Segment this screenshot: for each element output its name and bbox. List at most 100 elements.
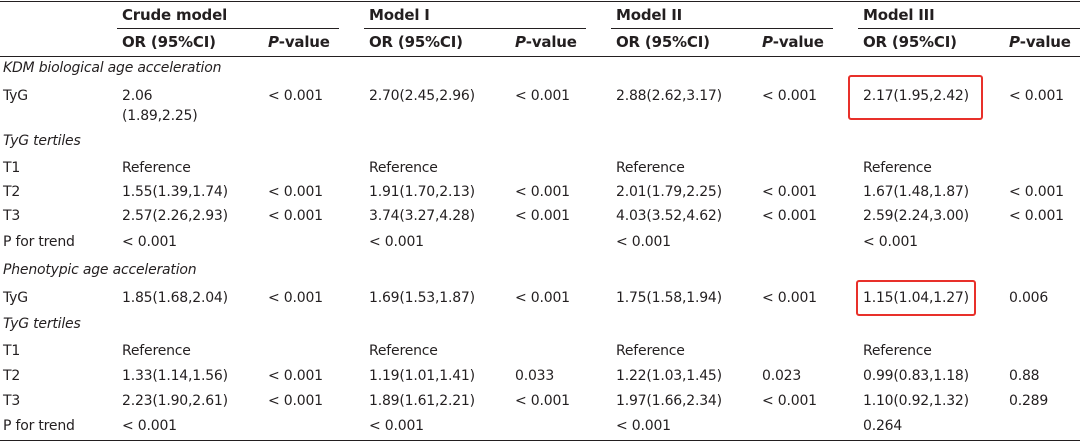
cell-model-2-or: 1.75(1.58,1.94) [616,290,722,306]
cell-model-3-p: 0.88 [1009,368,1040,384]
cell-crude-p: < 0.001 [268,208,323,224]
cell-crude-p: < 0.001 [268,368,323,384]
cell-model-1-or: 1.89(1.61,2.21) [369,393,475,409]
header-or-crude: OR (95%CI) [122,33,216,51]
row-label: T1 [3,160,21,176]
cell-crude-or: 2.06 [122,88,153,104]
section-subtitle-pheno-tertiles: TyG tertiles [3,316,81,332]
cell-crude-or-ci: (1.89,2.25) [122,108,198,124]
cell-crude-or: Reference [122,160,191,176]
cell-model-3-p: < 0.001 [1009,184,1064,200]
cell-model-3-or: 2.59(2.24,3.00) [863,208,969,224]
table-row-kdm-t3: T3 2.57(2.26,2.93) < 0.001 3.74(3.27,4.2… [0,206,1080,230]
cell-model-3-or: 0.99(0.83,1.18) [863,368,969,384]
table-row-pheno-t3: T3 2.23(1.90,2.61) < 0.001 1.89(1.61,2.2… [0,391,1080,415]
cell-model-2-or: 2.01(1.79,2.25) [616,184,722,200]
highlight-box-pheno-model-3 [856,280,976,316]
table-row-pheno-tyg: TyG 1.85(1.68,2.04) < 0.001 1.69(1.53,1.… [0,288,1080,312]
cell-crude-or: 2.57(2.26,2.93) [122,208,228,224]
cell-model-2-p: 0.023 [762,368,802,384]
cell-model-1-or: < 0.001 [369,234,424,250]
row-label: T2 [3,184,21,200]
cell-model-2-or: < 0.001 [616,418,671,434]
cell-model-3-or: 2.17(1.95,2.42) [863,88,969,104]
header-or-model-2: OR (95%CI) [616,33,710,51]
header-underline-crude [117,28,339,29]
cell-model-1-p: < 0.001 [515,290,570,306]
cell-model-1-p: < 0.001 [515,393,570,409]
row-label: P for trend [3,234,75,250]
cell-model-2-or: Reference [616,160,685,176]
row-label: P for trend [3,418,75,434]
table-row-kdm-t1: T1 Reference Reference Reference Referen… [0,158,1080,182]
cell-model-3-p: < 0.001 [1009,208,1064,224]
cell-model-1-or: 2.70(2.45,2.96) [369,88,475,104]
cell-model-2-p: < 0.001 [762,208,817,224]
cell-model-3-p: < 0.001 [1009,88,1064,104]
table-row-kdm-p-trend: P for trend < 0.001 < 0.001 < 0.001 < 0.… [0,232,1080,256]
cell-model-2-p: < 0.001 [762,88,817,104]
section-title-kdm: KDM biological age acceleration [3,60,222,76]
cell-model-2-or: 2.88(2.62,3.17) [616,88,722,104]
cell-model-2-p: < 0.001 [762,393,817,409]
header-p-model-3: P-value [1009,33,1071,51]
cell-crude-p: < 0.001 [268,184,323,200]
header-p-model-2: P-value [762,33,824,51]
header-model-1: Model I [369,6,430,24]
cell-model-2-or: 1.97(1.66,2.34) [616,393,722,409]
row-label: TyG [3,88,28,104]
cell-model-3-or: < 0.001 [863,234,918,250]
cell-model-3-or: Reference [863,160,932,176]
cell-model-1-p: < 0.001 [515,208,570,224]
cell-model-3-p: 0.006 [1009,290,1049,306]
cell-model-2-or: 4.03(3.52,4.62) [616,208,722,224]
section-subtitle-kdm-tertiles: TyG tertiles [3,133,81,149]
cell-model-3-or: 1.67(1.48,1.87) [863,184,969,200]
cell-model-1-p: < 0.001 [515,184,570,200]
cell-model-2-p: < 0.001 [762,184,817,200]
cell-model-2-p: < 0.001 [762,290,817,306]
highlight-box-kdm-model-3 [848,75,983,120]
header-or-model-3: OR (95%CI) [863,33,957,51]
cell-model-1-or: Reference [369,343,438,359]
cell-crude-or: 1.55(1.39,1.74) [122,184,228,200]
cell-model-3-or: 0.264 [863,418,903,434]
row-label: TyG [3,290,28,306]
cell-model-1-or: < 0.001 [369,418,424,434]
table-row-pheno-t1: T1 Reference Reference Reference Referen… [0,341,1080,365]
cell-crude-p: < 0.001 [268,290,323,306]
cell-model-3-or: 1.10(0.92,1.32) [863,393,969,409]
table-row-kdm-t2: T2 1.55(1.39,1.74) < 0.001 1.91(1.70,2.1… [0,182,1080,206]
cell-model-1-or: 1.91(1.70,2.13) [369,184,475,200]
row-label: T2 [3,368,21,384]
header-or-model-1: OR (95%CI) [369,33,463,51]
cell-model-1-p: 0.033 [515,368,555,384]
header-underline-model-3 [858,28,1080,29]
cell-model-2-or: 1.22(1.03,1.45) [616,368,722,384]
cell-crude-or: < 0.001 [122,234,177,250]
table-row-pheno-p-trend: P for trend < 0.001 < 0.001 < 0.001 0.26… [0,416,1080,440]
row-label: T3 [3,393,21,409]
table-row-kdm-tyg: TyG 2.06 (1.89,2.25) < 0.001 2.70(2.45,2… [0,86,1080,126]
row-label: T3 [3,208,21,224]
cell-model-2-or: Reference [616,343,685,359]
cell-crude-or: 1.85(1.68,2.04) [122,290,228,306]
cell-crude-or: 2.23(1.90,2.61) [122,393,228,409]
cell-model-3-p: 0.289 [1009,393,1049,409]
cell-crude-or: Reference [122,343,191,359]
header-model-3: Model III [863,6,935,24]
header-crude-model: Crude model [122,6,228,24]
cell-model-1-or: Reference [369,160,438,176]
table-bottom-rule [0,440,1080,441]
row-label: T1 [3,343,21,359]
cell-crude-or: < 0.001 [122,418,177,434]
header-underline-model-2 [611,28,833,29]
cell-model-2-or: < 0.001 [616,234,671,250]
cell-crude-p: < 0.001 [268,88,323,104]
table-top-rule [0,1,1080,2]
cell-model-1-or: 3.74(3.27,4.28) [369,208,475,224]
cell-model-3-or: 1.15(1.04,1.27) [863,290,969,306]
section-title-phenotypic: Phenotypic age acceleration [3,262,197,278]
cell-model-3-or: Reference [863,343,932,359]
